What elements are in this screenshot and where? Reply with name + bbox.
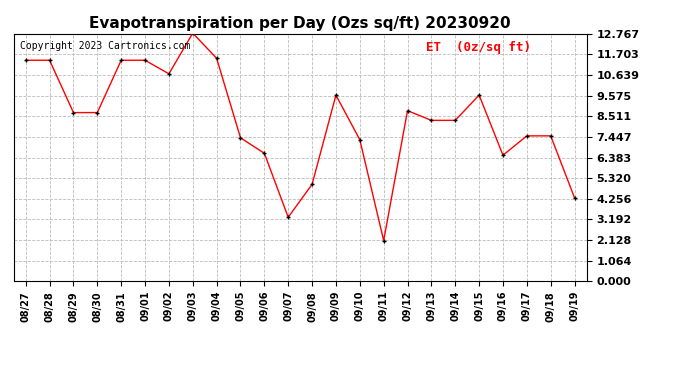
Title: Evapotranspiration per Day (Ozs sq/ft) 20230920: Evapotranspiration per Day (Ozs sq/ft) 2… xyxy=(89,16,511,31)
Point xyxy=(20,57,31,63)
Point xyxy=(426,117,437,123)
Point xyxy=(44,57,55,63)
Point xyxy=(331,92,342,98)
Point xyxy=(450,117,461,123)
Point xyxy=(187,30,198,36)
Point xyxy=(402,108,413,114)
Point xyxy=(522,133,533,139)
Point xyxy=(306,182,317,188)
Point xyxy=(473,92,484,98)
Point xyxy=(545,133,556,139)
Point xyxy=(164,71,175,77)
Text: Copyright 2023 Cartronics.com: Copyright 2023 Cartronics.com xyxy=(19,41,190,51)
Point xyxy=(378,237,389,243)
Point xyxy=(569,195,580,201)
Point xyxy=(235,135,246,141)
Point xyxy=(259,150,270,156)
Point xyxy=(211,55,222,61)
Point xyxy=(139,57,150,63)
Point xyxy=(68,110,79,116)
Point xyxy=(354,137,365,143)
Point xyxy=(116,57,127,63)
Point xyxy=(497,152,509,158)
Point xyxy=(283,214,294,220)
Point xyxy=(92,110,103,116)
Text: ET  (0z/sq ft): ET (0z/sq ft) xyxy=(426,41,531,54)
